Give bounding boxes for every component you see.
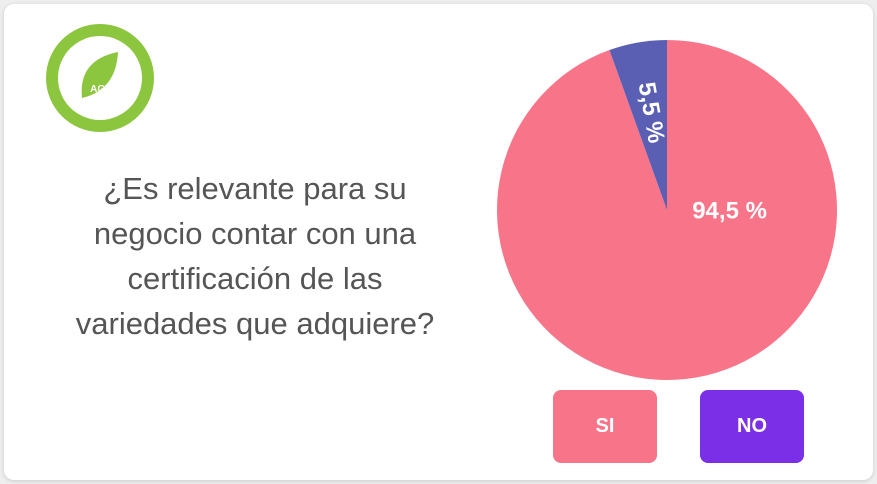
logo-text: AGV xyxy=(90,84,112,95)
legend-button[interactable]: SI xyxy=(553,390,657,463)
question: ¿Es relevante para su negocio contar con… xyxy=(75,171,435,341)
legend-button[interactable]: NO xyxy=(700,390,804,463)
logo-leaf xyxy=(81,52,118,98)
logo: AGV xyxy=(46,24,154,132)
pie-slice xyxy=(609,40,667,210)
slice-label: 94,5 % xyxy=(692,197,767,224)
